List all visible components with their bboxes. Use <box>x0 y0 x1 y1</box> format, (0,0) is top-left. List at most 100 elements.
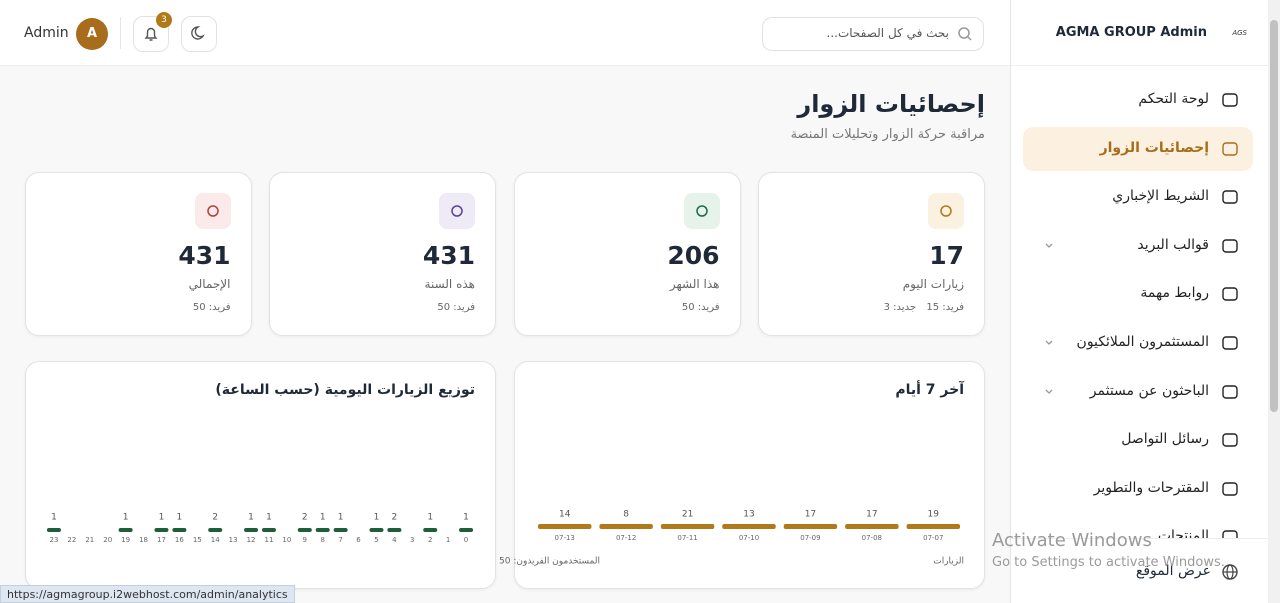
x-tick-label: 8 <box>320 536 324 544</box>
bar <box>244 528 259 532</box>
menu-item[interactable]: المقترحات والتطوير <box>1023 467 1253 511</box>
bar <box>387 528 402 532</box>
menu-item[interactable]: لوحة التحكم <box>1023 78 1253 122</box>
icon-shape <box>1222 141 1238 156</box>
menu-label: المقترحات والتطوير <box>1093 479 1209 496</box>
value-label: 1 <box>159 513 165 523</box>
x-tick-label: 15 <box>193 536 202 544</box>
charts: آخر 7 أيام1907-071707-081707-091307-1021… <box>46 380 965 567</box>
menu-icon <box>1222 141 1238 156</box>
stat-detail: فريد: 50 <box>437 302 475 313</box>
menu-item[interactable]: رسائل التواصل <box>1023 418 1253 462</box>
avatar[interactable]: A <box>76 18 108 50</box>
bar <box>538 524 592 529</box>
sidebar: AGMA GROUP Admin AGS لوحة التحكم إحصائيات… <box>1010 0 1269 603</box>
chevron <box>1045 243 1053 248</box>
stat-detail: فريد: 50 <box>681 302 720 313</box>
chevron-path <box>1045 389 1053 394</box>
menu-item[interactable]: إحصائيات الزوار <box>1023 126 1253 171</box>
search-icon <box>958 27 972 41</box>
bar <box>783 524 838 529</box>
menu-icon <box>1222 433 1238 447</box>
stat-card: 431 الإجمالي فريد: 50 <box>24 172 252 336</box>
x-tick-label: 3 <box>410 536 414 544</box>
scroll-thumb[interactable] <box>1270 20 1278 412</box>
logo: AGS <box>1232 29 1247 37</box>
value-label: 1 <box>463 513 469 523</box>
icon-shape <box>1222 336 1238 350</box>
bar <box>118 528 133 532</box>
icon-shape <box>451 205 463 217</box>
value-label: 1 <box>338 513 344 523</box>
legend-entry: الزيارات <box>933 557 964 567</box>
icon <box>695 205 708 217</box>
menu-icon <box>1222 287 1238 302</box>
divider <box>120 17 121 49</box>
bar <box>172 528 187 532</box>
menu-item[interactable]: المستثمرون الملائكيون <box>1023 321 1253 365</box>
bar <box>845 524 899 529</box>
menu-label: الباحثون عن مستثمر <box>1089 382 1209 399</box>
value-label: 17 <box>805 510 816 520</box>
stat-icon <box>683 193 720 229</box>
value-label: 1 <box>177 513 183 523</box>
sidebar-footer: عرض الموقع <box>1011 538 1269 603</box>
brand: AGMA GROUP Admin <box>1055 25 1207 40</box>
menu-label: لوحة التحكم <box>1138 91 1209 107</box>
globe-icon <box>1222 564 1238 580</box>
icon-shape <box>1222 239 1238 253</box>
menu-label: الشريط الإخباري <box>1112 188 1209 205</box>
menu-icon <box>1222 239 1238 253</box>
value-label: 1 <box>248 513 254 523</box>
chart-title: توزيع الزيارات اليومية (حسب الساعة) <box>215 382 475 398</box>
search-box[interactable]: بحث في كل الصفحات... <box>762 17 984 51</box>
chart-card <box>25 361 496 589</box>
x-tick-label: 9 <box>303 536 307 544</box>
activation-subtitle: Go to Settings to activate Windows. <box>992 555 1225 570</box>
x-tick-label: 11 <box>264 536 273 544</box>
x-tick-label: 2 <box>428 536 432 544</box>
bar <box>315 528 330 532</box>
x-tick-label: 18 <box>139 536 148 544</box>
x-tick-label: 1 <box>446 536 450 544</box>
stat-detail: فريد: 50 <box>192 302 231 313</box>
footer-link[interactable]: عرض الموقع <box>1135 563 1211 579</box>
x-tick-label: 10 <box>282 536 291 544</box>
icon <box>206 205 219 217</box>
bar <box>46 528 61 532</box>
brand-row: AGMA GROUP Admin AGS <box>1011 0 1269 66</box>
chevron <box>1045 340 1053 345</box>
stat-icon <box>928 193 964 229</box>
stat-label: هذا الشهر <box>669 277 720 291</box>
icon-shape <box>695 205 708 217</box>
menu-icon <box>1222 93 1238 107</box>
notifications-button[interactable]: 3 <box>133 12 172 52</box>
bar <box>423 528 438 532</box>
x-tick-label: 07-10 <box>739 534 759 542</box>
menu-item[interactable]: الباحثون عن مستثمر <box>1023 370 1253 414</box>
value-label: 19 <box>928 510 940 520</box>
stat-icon <box>439 193 475 229</box>
theme-toggle[interactable] <box>181 16 217 52</box>
icon <box>451 205 463 217</box>
value-label: 1 <box>374 513 380 523</box>
bar <box>261 528 276 532</box>
icon-shape <box>1222 433 1238 447</box>
x-tick-label: 07-07 <box>923 534 943 542</box>
icon-shape <box>1222 384 1238 399</box>
chart-card <box>514 361 985 589</box>
activation-title: Activate Windows <box>992 530 1152 551</box>
stat-detail: جديد: 3 <box>883 302 916 313</box>
value-label: 17 <box>866 510 877 520</box>
bar <box>297 528 312 532</box>
stat-value: 431 <box>178 241 231 270</box>
menu-item[interactable]: روابط مهمة <box>1023 272 1253 316</box>
icon-shape <box>940 205 952 217</box>
menu-item[interactable]: قوالب البريد <box>1023 224 1253 268</box>
stat-icon <box>194 193 231 229</box>
chart-note: المستخدمون الفريدون: 50 <box>499 557 600 567</box>
x-tick-label: 16 <box>175 536 184 544</box>
value-label: 1 <box>266 513 272 523</box>
menu-item[interactable]: الشريط الإخباري <box>1023 175 1253 219</box>
scrollbar[interactable] <box>1268 0 1280 603</box>
